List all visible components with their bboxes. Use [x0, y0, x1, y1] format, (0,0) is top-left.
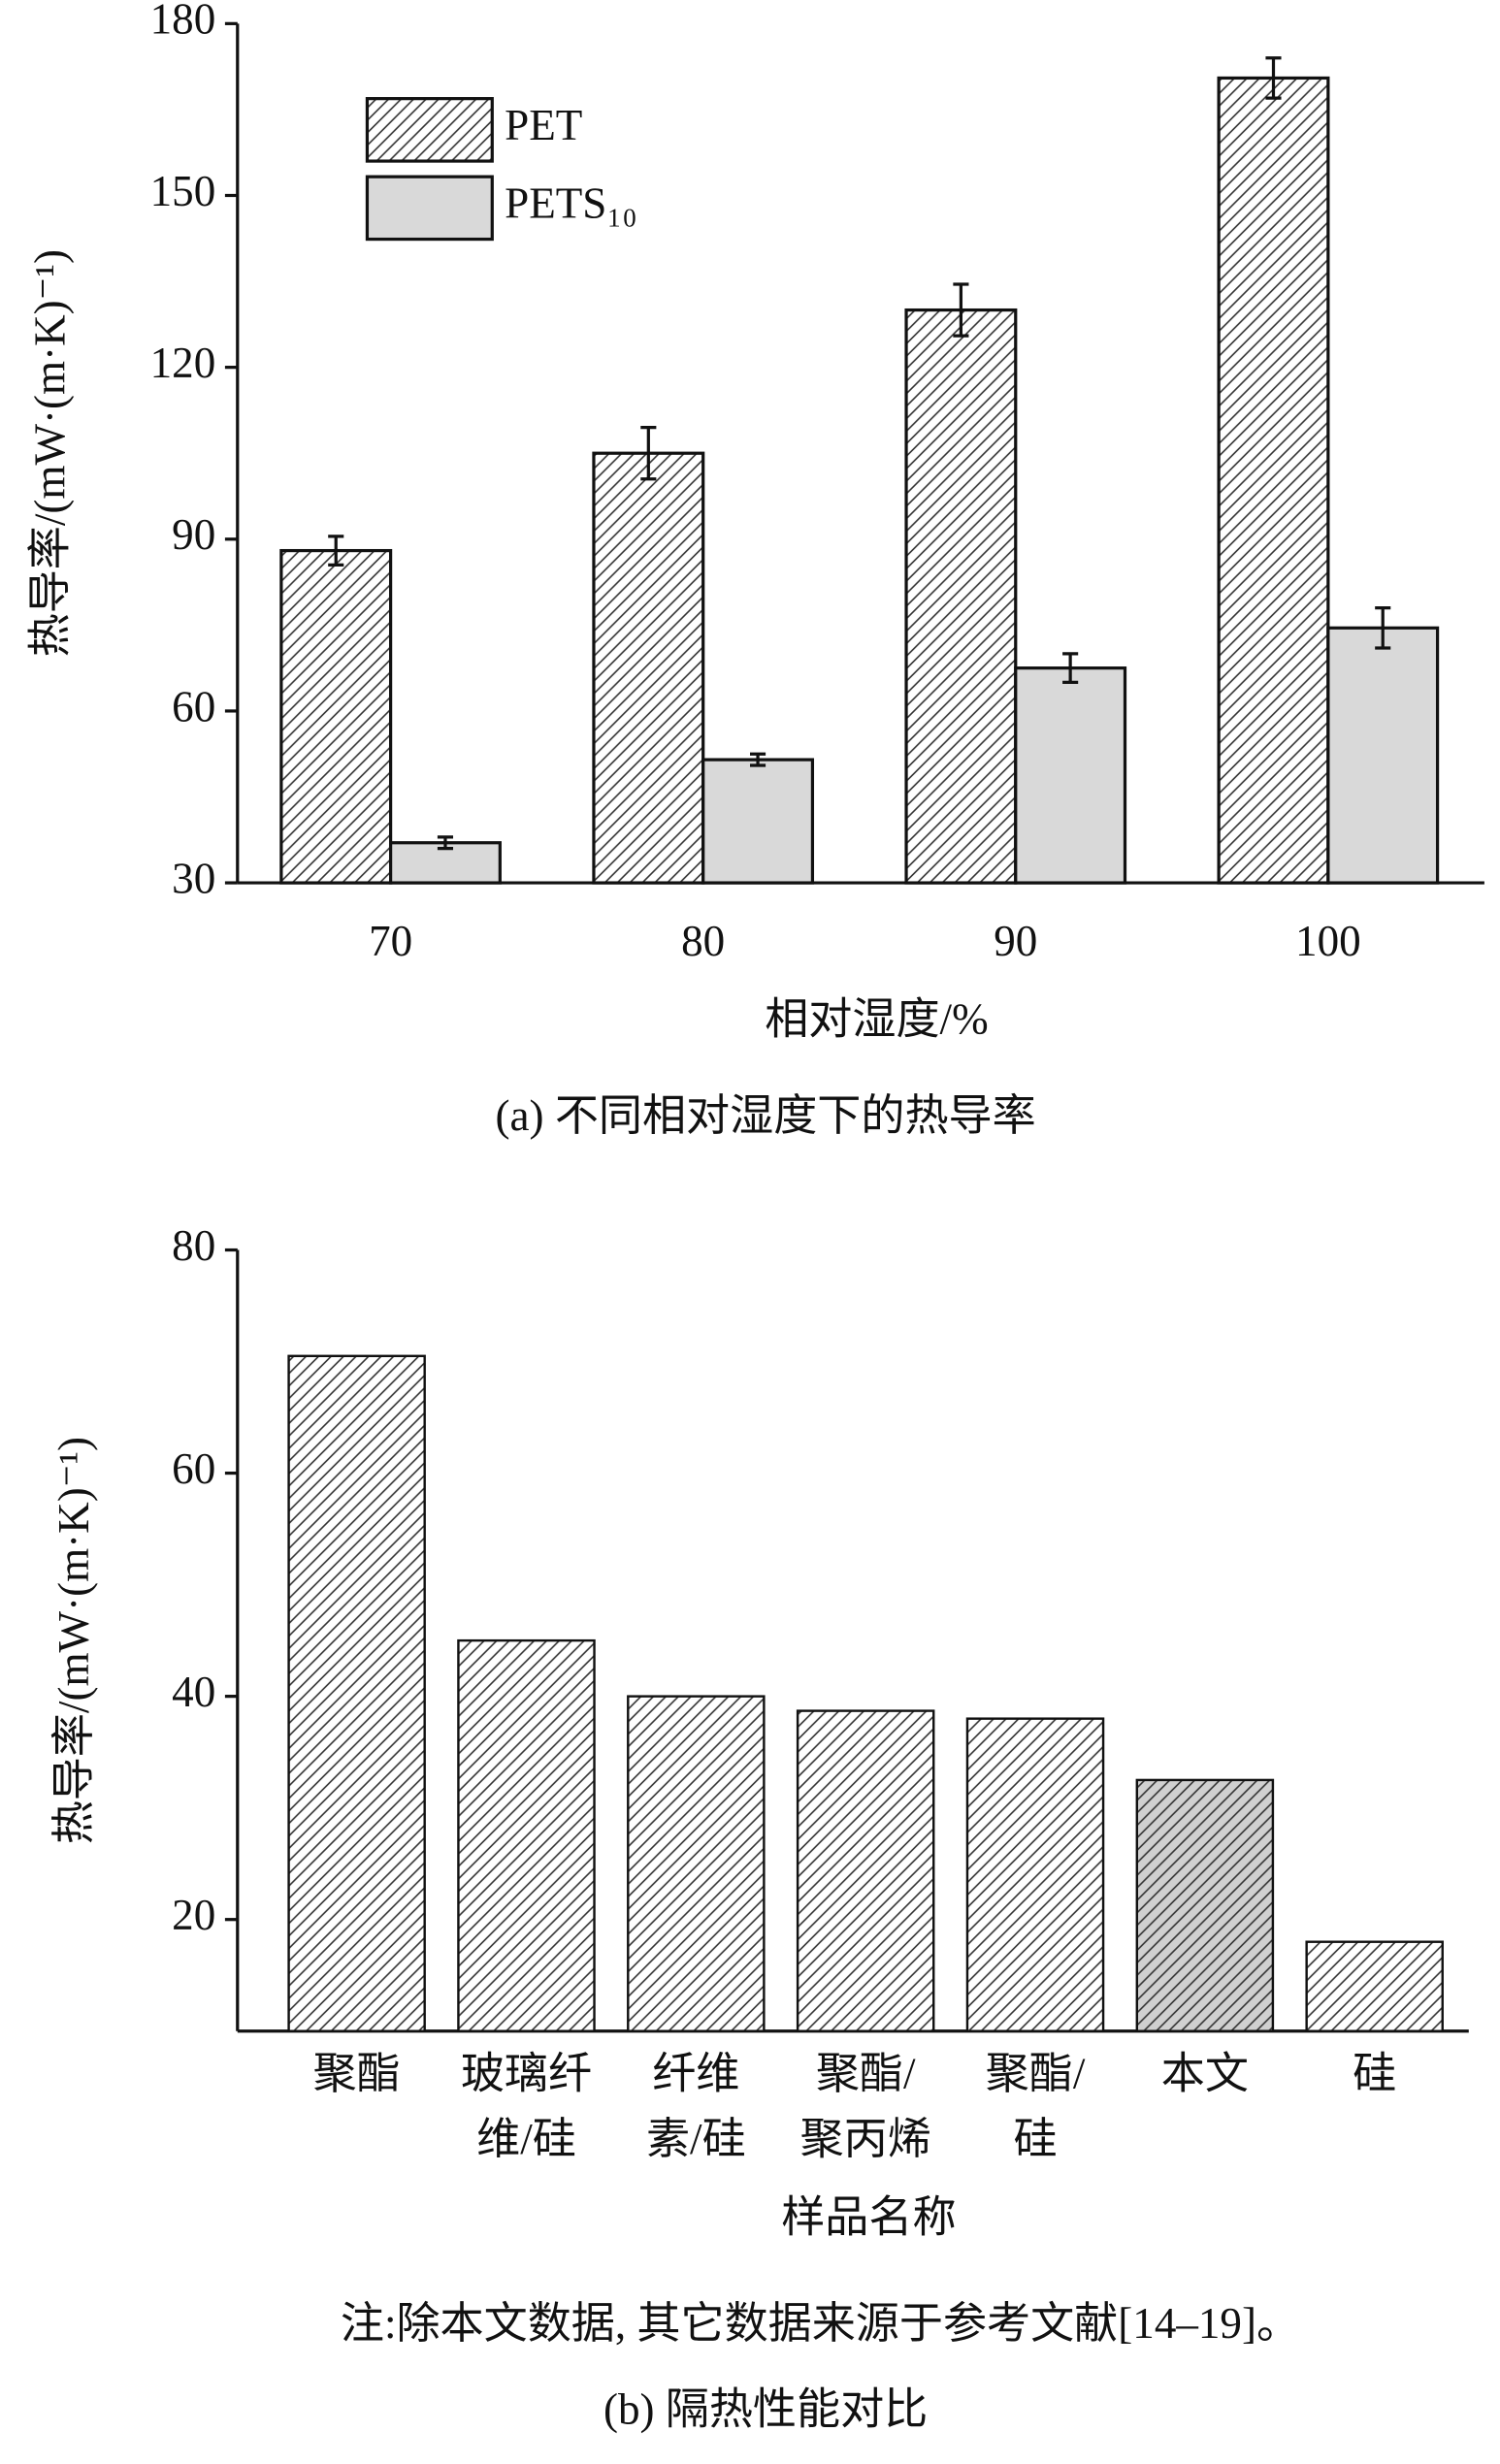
- bar: [1135, 1778, 1275, 2032]
- x-tick-label: 聚酯/: [986, 2049, 1086, 2097]
- x-tick-label: 100: [1295, 917, 1361, 965]
- y-tick-label: 120: [150, 339, 216, 387]
- error-bar: [328, 535, 344, 567]
- error-bar: [640, 426, 657, 481]
- x-tick-label: 聚酯: [313, 2049, 401, 2097]
- y-tick-label: 80: [172, 1221, 215, 1270]
- x-tick-label: 70: [369, 917, 412, 965]
- bar: [701, 758, 815, 885]
- error-bar: [437, 835, 454, 851]
- x-tick-label: 聚酯/: [816, 2049, 916, 2097]
- bar: [1305, 1940, 1444, 2032]
- chart-title: (a) 不同相对湿度下的热导率: [496, 1091, 1036, 1140]
- x-tick-label: 80: [681, 917, 725, 965]
- legend-label: PET: [505, 101, 582, 149]
- error-bar: [953, 282, 969, 338]
- bar: [1217, 76, 1330, 885]
- bar: [279, 548, 393, 885]
- x-axis-label: 样品名称: [781, 2193, 956, 2242]
- y-tick-label: 20: [172, 1891, 215, 1939]
- note: 注:除本文数据, 其它数据来源于参考文献[14–19]。: [341, 2299, 1300, 2348]
- chart-title: (b) 隔热性能对比: [603, 2385, 928, 2434]
- y-tick-label: 40: [172, 1668, 215, 1716]
- error-bar: [1265, 56, 1282, 100]
- bar: [965, 1717, 1105, 2032]
- x-tick-label: 维/硅: [476, 2115, 576, 2163]
- x-tick-label: 玻璃纤: [461, 2049, 592, 2097]
- y-tick-label: 150: [150, 167, 216, 215]
- error-bar: [1062, 652, 1079, 685]
- y-tick-label: 60: [172, 1444, 215, 1493]
- x-axis-label: 相对湿度/%: [765, 994, 988, 1043]
- y-tick-label: 30: [172, 854, 215, 902]
- bar: [627, 1695, 766, 2032]
- legend-swatch: [365, 97, 494, 163]
- x-tick-label: 素/硅: [646, 2115, 746, 2163]
- y-tick-label: 60: [172, 682, 215, 730]
- error-bar: [750, 752, 766, 767]
- x-tick-label: 聚丙烯: [800, 2115, 931, 2163]
- bar: [1014, 666, 1127, 885]
- bar: [904, 308, 1018, 885]
- x-tick-label: 硅: [1353, 2049, 1396, 2097]
- y-axis-label: 热导率/(mW·(m·K)⁻¹): [26, 249, 75, 657]
- bar: [1326, 626, 1440, 885]
- y-tick-label: 90: [172, 510, 215, 559]
- x-tick-label: 硅: [1013, 2115, 1057, 2163]
- y-tick-label: 180: [150, 0, 216, 44]
- bar: [592, 451, 705, 885]
- y-axis-label: 热导率/(mW·(m·K)⁻¹): [49, 1437, 98, 1844]
- bar: [457, 1638, 596, 2032]
- legend-label: PETS₁₀: [505, 179, 637, 228]
- bar: [796, 1709, 935, 2032]
- legend-swatch: [365, 175, 494, 242]
- x-tick-label: 本文: [1161, 2049, 1249, 2097]
- error-bar: [1375, 606, 1391, 650]
- x-tick-label: 纤维: [652, 2049, 739, 2097]
- bar: [287, 1354, 426, 2032]
- x-tick-label: 90: [994, 917, 1037, 965]
